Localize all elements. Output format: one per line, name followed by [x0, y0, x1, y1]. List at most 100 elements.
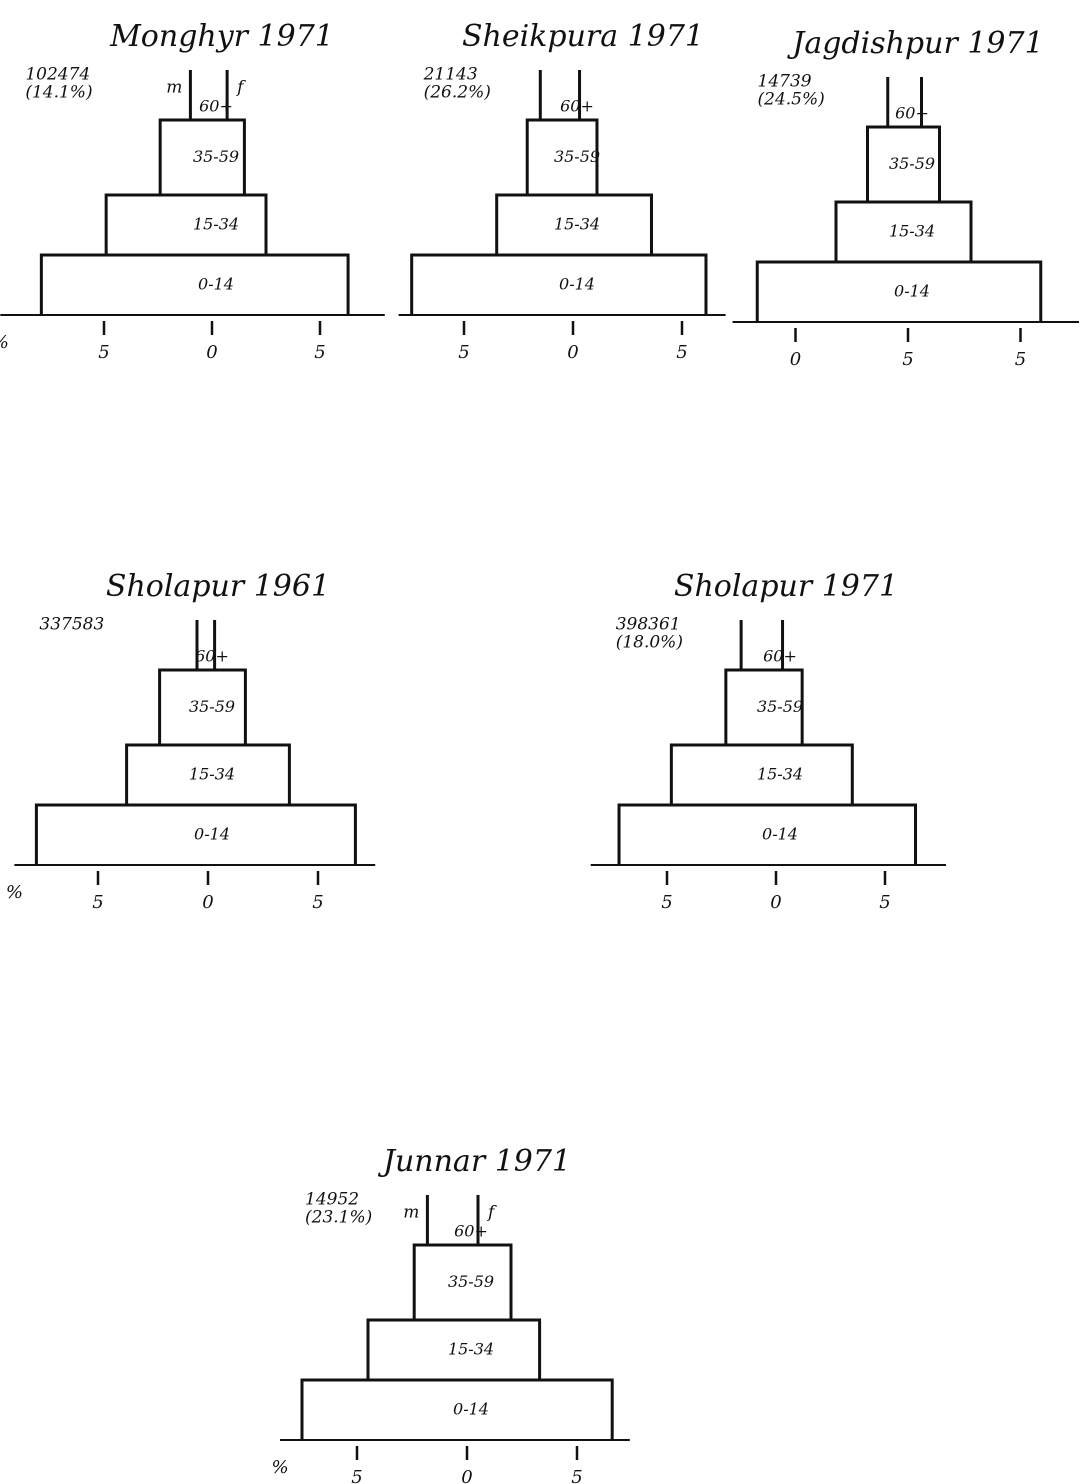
age-label: 60+	[195, 647, 229, 666]
x-tick-label: 5	[571, 1467, 582, 1484]
pyramid-panel: Sholapur 1971 398361(18.0%) 5 0 5 0-14 15-34 35…	[590, 569, 947, 913]
share: (23.1%)	[305, 1208, 372, 1228]
bar	[300, 1378, 467, 1440]
x-tick-label: 5	[661, 892, 672, 913]
x-unit: %	[271, 1457, 288, 1478]
age-label: 60+	[454, 1222, 488, 1241]
bar	[208, 743, 291, 805]
age-label: 60+	[199, 97, 233, 116]
bar	[467, 1243, 513, 1320]
chart-title: Junnar 1971	[377, 1144, 571, 1179]
share: (18.0%)	[616, 633, 683, 653]
age-label: 0-14	[453, 1400, 489, 1419]
chart-title: Sheikpura 1971	[462, 19, 704, 54]
bar	[525, 118, 573, 195]
x-tick-label: 5	[1015, 349, 1026, 370]
chart-title: Monghyr 1971	[109, 19, 334, 54]
population: 102474	[25, 65, 90, 85]
bar	[412, 1243, 467, 1320]
population: 398361	[616, 615, 681, 635]
bar	[208, 668, 247, 745]
bar	[366, 1318, 467, 1380]
age-label: 60+	[763, 647, 797, 666]
age-label: 35-59	[757, 697, 803, 716]
age-label: 15-34	[757, 765, 803, 784]
x-tick-label: 0	[206, 342, 217, 363]
x-tick-label: 5	[92, 892, 103, 913]
age-label: 15-34	[193, 215, 239, 234]
bar	[39, 253, 212, 315]
x-tick-label: 5	[902, 349, 913, 370]
age-label: 60+	[895, 104, 929, 123]
x-tick-label: 5	[98, 342, 109, 363]
population: 14739	[758, 72, 812, 92]
population: 337583	[39, 615, 104, 635]
x-tick-label: 5	[312, 892, 323, 913]
x-tick-label: 5	[314, 342, 325, 363]
bar	[834, 200, 908, 262]
bar	[724, 668, 776, 745]
bar	[776, 803, 918, 865]
age-label: 35-59	[448, 1272, 494, 1291]
bar	[573, 193, 653, 255]
bar	[410, 253, 573, 315]
bar	[755, 260, 908, 322]
x-unit: %	[0, 332, 9, 353]
x-tick-label: 5	[351, 1467, 362, 1484]
age-label: 35-59	[554, 147, 600, 166]
legend-label: f	[235, 78, 246, 98]
age-label: 0-14	[194, 825, 230, 844]
x-tick-label: 0	[202, 892, 213, 913]
share: (14.1%)	[25, 83, 92, 103]
chart-title: Sholapur 1961	[106, 569, 330, 604]
bar	[158, 118, 212, 195]
age-label: 0-14	[762, 825, 798, 844]
bar	[908, 125, 941, 202]
bar	[908, 200, 973, 262]
bar	[104, 193, 212, 255]
x-tick-label: 0	[567, 342, 578, 363]
bar	[908, 260, 1043, 322]
age-label: 35-59	[889, 154, 935, 173]
bar	[158, 668, 208, 745]
x-tick-label: 5	[458, 342, 469, 363]
x-unit: %	[6, 882, 23, 903]
legend-label: f	[486, 1203, 497, 1223]
pyramid-panel: Jagdishpur 1971 14739(24.5%) 0 5 5 0-14 15-34 3…	[732, 26, 1079, 370]
bar	[34, 803, 208, 865]
age-label: 35-59	[193, 147, 239, 166]
population: 21143	[423, 65, 478, 85]
x-tick-label: 0	[770, 892, 781, 913]
age-label: 15-34	[189, 765, 235, 784]
bar	[212, 193, 268, 255]
bar	[467, 1318, 542, 1380]
bar	[125, 743, 208, 805]
bar	[617, 803, 776, 865]
x-tick-label: 5	[676, 342, 687, 363]
age-label: 0-14	[198, 275, 234, 294]
x-tick-label: 0	[790, 349, 801, 370]
legend-label: m	[166, 78, 182, 98]
age-label: 15-34	[889, 222, 935, 241]
bar	[495, 193, 573, 255]
population: 14952	[305, 1190, 359, 1210]
bar	[212, 253, 350, 315]
age-label: 15-34	[554, 215, 600, 234]
age-label: 0-14	[894, 282, 930, 301]
x-tick-label: 5	[879, 892, 890, 913]
age-label: 60+	[560, 97, 594, 116]
chart-title: Sholapur 1971	[674, 569, 898, 604]
bar	[212, 118, 246, 195]
pyramid-panel: Junnar 1971 14952(23.1%) 5 0 5% 0-14 15-34 35-5…	[271, 1144, 630, 1484]
bar	[866, 125, 908, 202]
share: (24.5%)	[758, 90, 825, 110]
bar	[669, 743, 776, 805]
pyramid-panel: Monghyr 1971 102474(14.1%) 5 0 5% 0-14 15-34 35…	[0, 19, 385, 363]
age-label: 35-59	[189, 697, 235, 716]
age-label: 0-14	[559, 275, 595, 294]
bar	[573, 253, 708, 315]
bar	[208, 803, 357, 865]
age-label: 15-34	[448, 1340, 494, 1359]
